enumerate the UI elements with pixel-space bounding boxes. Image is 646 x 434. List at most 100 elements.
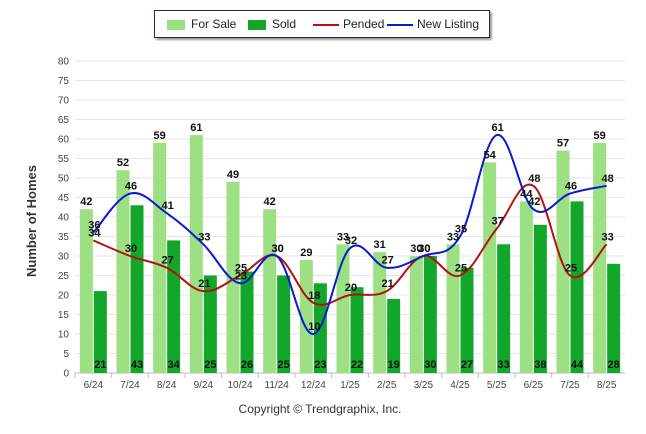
bar-sold bbox=[570, 201, 584, 373]
label-for-sale: 42 bbox=[264, 196, 276, 208]
label-pended: 34 bbox=[88, 227, 101, 239]
x-tick-label: 11/24 bbox=[265, 380, 290, 391]
bar-for-sale bbox=[519, 201, 533, 373]
label-new-listing: 46 bbox=[125, 181, 137, 193]
bar-sold bbox=[203, 275, 217, 373]
y-tick-label: 40 bbox=[58, 213, 70, 224]
label-new-listing: 23 bbox=[235, 270, 247, 282]
gridlines bbox=[75, 60, 625, 374]
label-for-sale: 52 bbox=[117, 157, 129, 169]
legend-label-new-listing: New Listing bbox=[417, 17, 480, 31]
label-pended: 30 bbox=[125, 243, 137, 255]
y-tick-label: 0 bbox=[63, 369, 69, 380]
x-tick-label: 8/24 bbox=[157, 380, 177, 391]
label-sold: 22 bbox=[351, 359, 363, 371]
line-pended bbox=[92, 183, 608, 306]
y-tick-label: 35 bbox=[58, 232, 70, 243]
x-tick-label: 4/25 bbox=[450, 380, 470, 391]
legend-swatch-for-sale bbox=[167, 20, 185, 30]
x-tick-label: 10/24 bbox=[227, 380, 252, 391]
legend-swatch-sold bbox=[248, 20, 266, 30]
y-tick-label: 5 bbox=[63, 349, 69, 360]
label-new-listing: 36 bbox=[88, 220, 100, 232]
label-new-listing: 48 bbox=[602, 173, 614, 185]
label-sold: 44 bbox=[571, 359, 584, 371]
bar-for-sale bbox=[153, 142, 167, 373]
y-tick-label: 60 bbox=[58, 135, 70, 146]
label-new-listing: 32 bbox=[345, 235, 357, 247]
bar-sold bbox=[350, 287, 364, 373]
bar-for-sale bbox=[79, 209, 93, 373]
bar-sold bbox=[277, 275, 291, 373]
bar-for-sale bbox=[263, 209, 277, 373]
label-sold: 26 bbox=[241, 359, 253, 371]
bar-for-sale bbox=[226, 181, 240, 373]
y-tick-label: 75 bbox=[58, 76, 70, 87]
label-new-listing: 10 bbox=[308, 321, 320, 333]
legend-label-pended: Pended bbox=[343, 17, 385, 31]
label-for-sale: 59 bbox=[154, 130, 166, 142]
label-sold: 21 bbox=[94, 359, 106, 371]
label-for-sale: 57 bbox=[557, 138, 569, 150]
x-axis: 6/24 7/24 8/24 9/24 10/24 11/24 12/24 1/25 2/25 3… bbox=[74, 373, 617, 391]
label-for-sale: 61 bbox=[190, 122, 202, 134]
y-axis: 0 5 10 15 20 25 30 35 40 45 50 55 60 65 70 75 80 bbox=[58, 57, 70, 380]
label-for-sale: 59 bbox=[594, 130, 606, 142]
legend-label-sold: Sold bbox=[272, 17, 297, 31]
label-pended: 27 bbox=[162, 255, 174, 267]
label-sold: 27 bbox=[461, 359, 473, 371]
y-tick-label: 15 bbox=[58, 310, 70, 321]
bar-for-sale bbox=[336, 244, 350, 373]
x-tick-label: 9/24 bbox=[194, 380, 214, 391]
x-tick-label: 8/25 bbox=[597, 380, 617, 391]
y-tick-label: 65 bbox=[58, 115, 70, 126]
label-for-sale: 33 bbox=[447, 231, 459, 243]
label-new-listing: 30 bbox=[418, 243, 430, 255]
label-for-sale: 44 bbox=[520, 188, 533, 200]
bar-sold bbox=[460, 267, 474, 373]
label-pended: 21 bbox=[382, 278, 394, 290]
label-pended: 30 bbox=[418, 243, 430, 255]
x-tick-label: 1/25 bbox=[340, 380, 360, 391]
bar-sold bbox=[240, 271, 254, 373]
legend-label-for-sale: For Sale bbox=[191, 17, 237, 31]
bar-sold bbox=[130, 205, 144, 373]
label-pended: 37 bbox=[492, 216, 504, 228]
y-tick-label: 10 bbox=[58, 330, 70, 341]
label-pended: 20 bbox=[345, 282, 357, 294]
bar-sold bbox=[607, 263, 621, 373]
label-pended: 30 bbox=[272, 243, 284, 255]
label-new-listing: 30 bbox=[272, 243, 284, 255]
label-pended: 33 bbox=[602, 231, 614, 243]
label-for-sale: 54 bbox=[484, 149, 497, 161]
label-pended: 25 bbox=[235, 263, 247, 275]
bar-for-sale bbox=[409, 256, 423, 373]
legend: For Sale Sold Pended New Listing bbox=[154, 10, 490, 38]
x-tick-label: 6/24 bbox=[84, 380, 104, 391]
data-labels: 4221343652433046593427416125213349262523… bbox=[80, 122, 620, 371]
bar-for-sale bbox=[299, 259, 313, 373]
label-for-sale: 30 bbox=[410, 243, 422, 255]
y-tick-label: 55 bbox=[58, 154, 70, 165]
label-pended: 21 bbox=[198, 278, 210, 290]
y-tick-label: 45 bbox=[58, 193, 70, 204]
label-for-sale: 42 bbox=[80, 196, 92, 208]
legend-swatch-new-listing bbox=[387, 24, 413, 26]
label-for-sale: 33 bbox=[337, 231, 349, 243]
label-pended: 18 bbox=[308, 290, 320, 302]
bar-for-sale bbox=[483, 162, 497, 373]
y-tick-label: 25 bbox=[58, 271, 70, 282]
x-tick-label: 6/25 bbox=[524, 380, 544, 391]
x-tick-label: 3/25 bbox=[414, 380, 434, 391]
label-pended: 48 bbox=[528, 173, 540, 185]
bar-for-sale bbox=[373, 252, 387, 373]
label-for-sale: 31 bbox=[374, 239, 386, 251]
lines bbox=[92, 134, 608, 335]
bar-sold bbox=[423, 256, 437, 373]
bar-sold bbox=[497, 244, 511, 373]
label-new-listing: 46 bbox=[565, 181, 577, 193]
legend-swatch-pended bbox=[313, 24, 339, 26]
bar-sold bbox=[93, 291, 107, 373]
label-sold: 34 bbox=[168, 359, 181, 371]
